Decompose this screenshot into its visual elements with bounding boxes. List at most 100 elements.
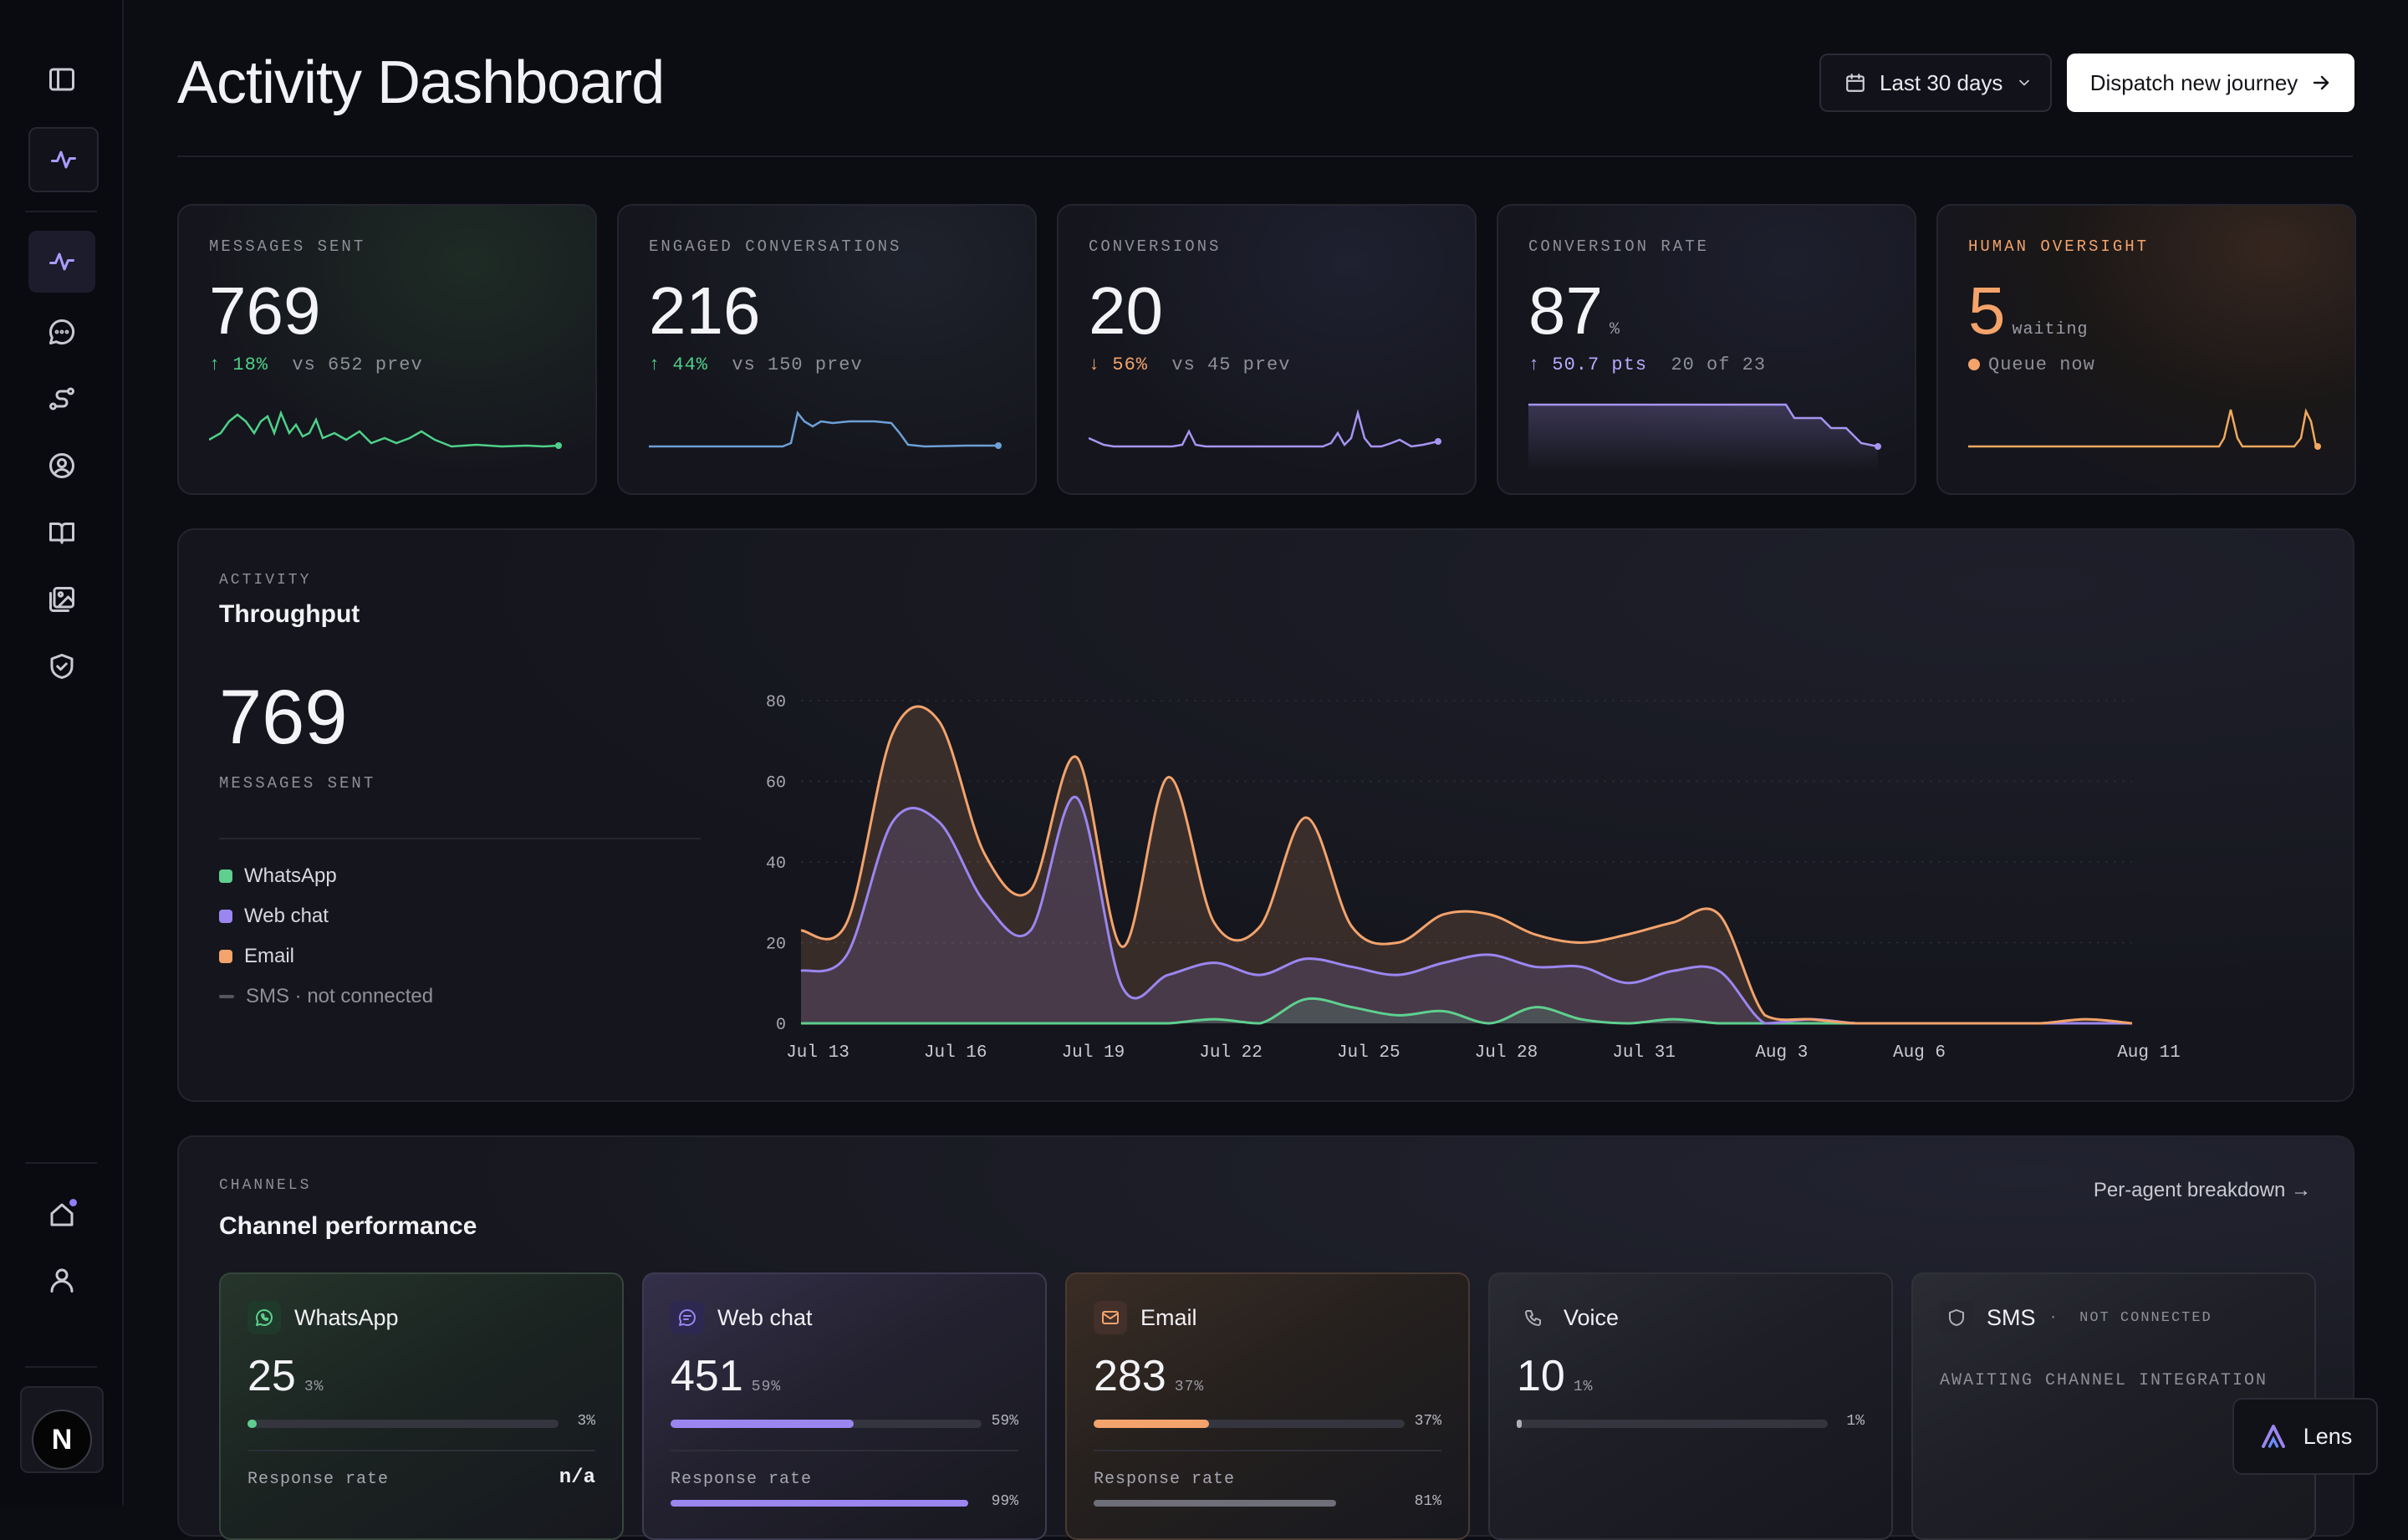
legend-swatch <box>219 869 232 883</box>
workspace-switcher-button[interactable] <box>28 127 99 192</box>
x-tick-label: Jul 13 <box>786 1043 849 1063</box>
kpi-label: CONVERSIONS <box>1089 237 1222 256</box>
sidebar-divider <box>25 1366 97 1368</box>
channel-status: · NOT CONNECTED <box>2048 1309 2212 1326</box>
avatar: N <box>32 1410 92 1470</box>
legend-item-sms: SMS · not connected <box>219 985 433 1008</box>
channel-card-voice[interactable]: Voice 10 1% 1% <box>1488 1272 1893 1540</box>
kpi-label: ENGAGED CONVERSATIONS <box>649 237 902 256</box>
kpi-sparkline <box>1089 409 1441 448</box>
home-icon <box>50 1203 74 1226</box>
channel-card-web-chat[interactable]: Web chat 451 59% 59% Response rate 99% <box>642 1272 1047 1540</box>
channel-card-header: Voice <box>1517 1301 1619 1334</box>
activity-big-label: MESSAGES SENT <box>219 774 376 793</box>
channel-share-pct: 59% <box>991 1413 1018 1430</box>
dispatch-button-label: Dispatch new journey <box>2089 69 2298 95</box>
sidebar-item-activity[interactable] <box>28 231 95 293</box>
legend-label: Email <box>244 945 295 967</box>
channel-share-bar <box>247 1420 559 1428</box>
channel-name: Email <box>1140 1304 1197 1330</box>
sidebar-item-journeys[interactable] <box>28 368 95 430</box>
user-circle-icon <box>49 453 74 478</box>
y-tick-label: 40 <box>766 854 786 874</box>
route-icon <box>49 387 74 410</box>
page-title: Activity Dashboard <box>177 49 665 116</box>
kpi-delta: ↑ 50.7 pts 20 of 23 <box>1528 354 1767 375</box>
channel-value: 10 1% <box>1517 1352 1594 1400</box>
sidebar-item-knowledge[interactable] <box>28 502 95 563</box>
channel-value: 451 59% <box>671 1352 782 1400</box>
x-tick-label: Jul 16 <box>924 1043 987 1063</box>
sidebar: N <box>0 0 124 1505</box>
channel-share-bar <box>1094 1420 1405 1428</box>
y-tick-label: 80 <box>766 693 786 712</box>
activity-big-value: 769 <box>219 675 348 760</box>
legend-item-web-chat[interactable]: Web chat <box>219 905 329 928</box>
calendar-icon <box>1846 74 1865 92</box>
response-rate-label: Response rate <box>1094 1470 1236 1489</box>
kpi-card-human-oversight: HUMAN OVERSIGHT 5 waiting Queue now <box>1936 204 2356 495</box>
legend-label: SMS · not connected <box>246 985 434 1007</box>
shield-icon <box>1940 1301 1973 1334</box>
per-agent-breakdown-link[interactable]: Per-agent breakdown → <box>2093 1179 2311 1201</box>
channel-name: Voice <box>1564 1304 1620 1330</box>
kpi-delta: ↑ 18% vs 652 prev <box>209 354 423 375</box>
channel-card-header: Email <box>1094 1301 1197 1334</box>
response-rate-bar <box>671 1500 968 1507</box>
toggle-sidebar-button[interactable] <box>28 48 95 110</box>
chat-bubble-icon <box>49 319 75 344</box>
header-divider <box>177 156 2353 157</box>
queue-status-dot <box>1968 359 1980 371</box>
lens-label: Lens <box>2303 1423 2353 1449</box>
kpi-value: 216 <box>649 273 761 348</box>
lens-assistant-button[interactable]: Lens <box>2232 1398 2378 1475</box>
kpi-label: CONVERSION RATE <box>1528 237 1710 256</box>
channel-card-whatsapp[interactable]: WhatsApp 25 3% 3% Response rate n/a <box>219 1272 624 1540</box>
sidebar-item-home[interactable] <box>28 1184 95 1246</box>
kpi-value: 87% <box>1528 273 1620 348</box>
kpi-label: MESSAGES SENT <box>209 237 366 256</box>
date-range-select[interactable]: Last 30 days <box>1819 54 2052 112</box>
sidebar-item-compliance[interactable] <box>28 635 95 697</box>
dispatch-new-journey-button[interactable]: Dispatch new journey <box>2067 54 2354 112</box>
sidebar-item-media[interactable] <box>28 569 95 630</box>
kpi-value: 20 <box>1089 273 1163 348</box>
legend-label: Web chat <box>244 905 329 927</box>
channel-share-bar <box>1517 1420 1828 1428</box>
kpi-delta: ↑ 44% vs 150 prev <box>649 354 863 375</box>
activity-icon <box>49 252 74 271</box>
sidebar-item-conversations[interactable] <box>28 301 95 363</box>
throughput-chart: 0 20 40 60 80 Jul 13 Jul 16 Jul 19 Jul 22 Jul 25 J… <box>766 693 2181 1063</box>
channel-name: SMS <box>1987 1304 2036 1330</box>
channel-card-header: Web chat <box>671 1301 813 1334</box>
channel-value: 25 3% <box>247 1352 324 1400</box>
account-avatar-button[interactable]: N <box>20 1386 104 1473</box>
x-tick-label: Aug 6 <box>1893 1043 1946 1063</box>
y-tick-label: 0 <box>776 1016 786 1035</box>
channel-card-email[interactable]: Email 283 37% 37% Response rate 81% <box>1065 1272 1470 1540</box>
lens-logo-icon <box>2261 1425 2285 1448</box>
response-rate-value: n/a <box>559 1466 595 1489</box>
legend-label: WhatsApp <box>244 864 337 887</box>
legend-item-email[interactable]: Email <box>219 945 294 968</box>
image-gallery-icon <box>49 587 74 612</box>
kpi-card-conversions: CONVERSIONS 20 ↓ 56% vs 45 prev <box>1057 204 1477 495</box>
sidebar-item-contacts[interactable] <box>28 435 95 497</box>
kpi-value: 769 <box>209 273 321 348</box>
channel-share-fill <box>1094 1420 1209 1428</box>
legend-swatch <box>219 910 232 923</box>
kpi-delta: Queue now <box>1968 354 2095 375</box>
kpi-card-engaged-conversations: ENGAGED CONVERSATIONS 216 ↑ 44% vs 150 p… <box>617 204 1037 495</box>
channel-divider <box>247 1450 595 1451</box>
channel-name: Web chat <box>717 1304 813 1330</box>
whatsapp-icon <box>247 1301 281 1334</box>
x-tick-label: Jul 19 <box>1062 1043 1125 1063</box>
sidebar-item-profile[interactable] <box>28 1249 95 1311</box>
channel-share-bar <box>671 1420 982 1428</box>
channel-divider <box>671 1450 1018 1451</box>
kpi-sparkline <box>649 410 1002 449</box>
activity-pulse-icon <box>51 150 76 169</box>
phone-icon <box>1517 1301 1550 1334</box>
legend-item-whatsapp[interactable]: WhatsApp <box>219 864 337 888</box>
kpi-label: HUMAN OVERSIGHT <box>1968 237 2150 256</box>
